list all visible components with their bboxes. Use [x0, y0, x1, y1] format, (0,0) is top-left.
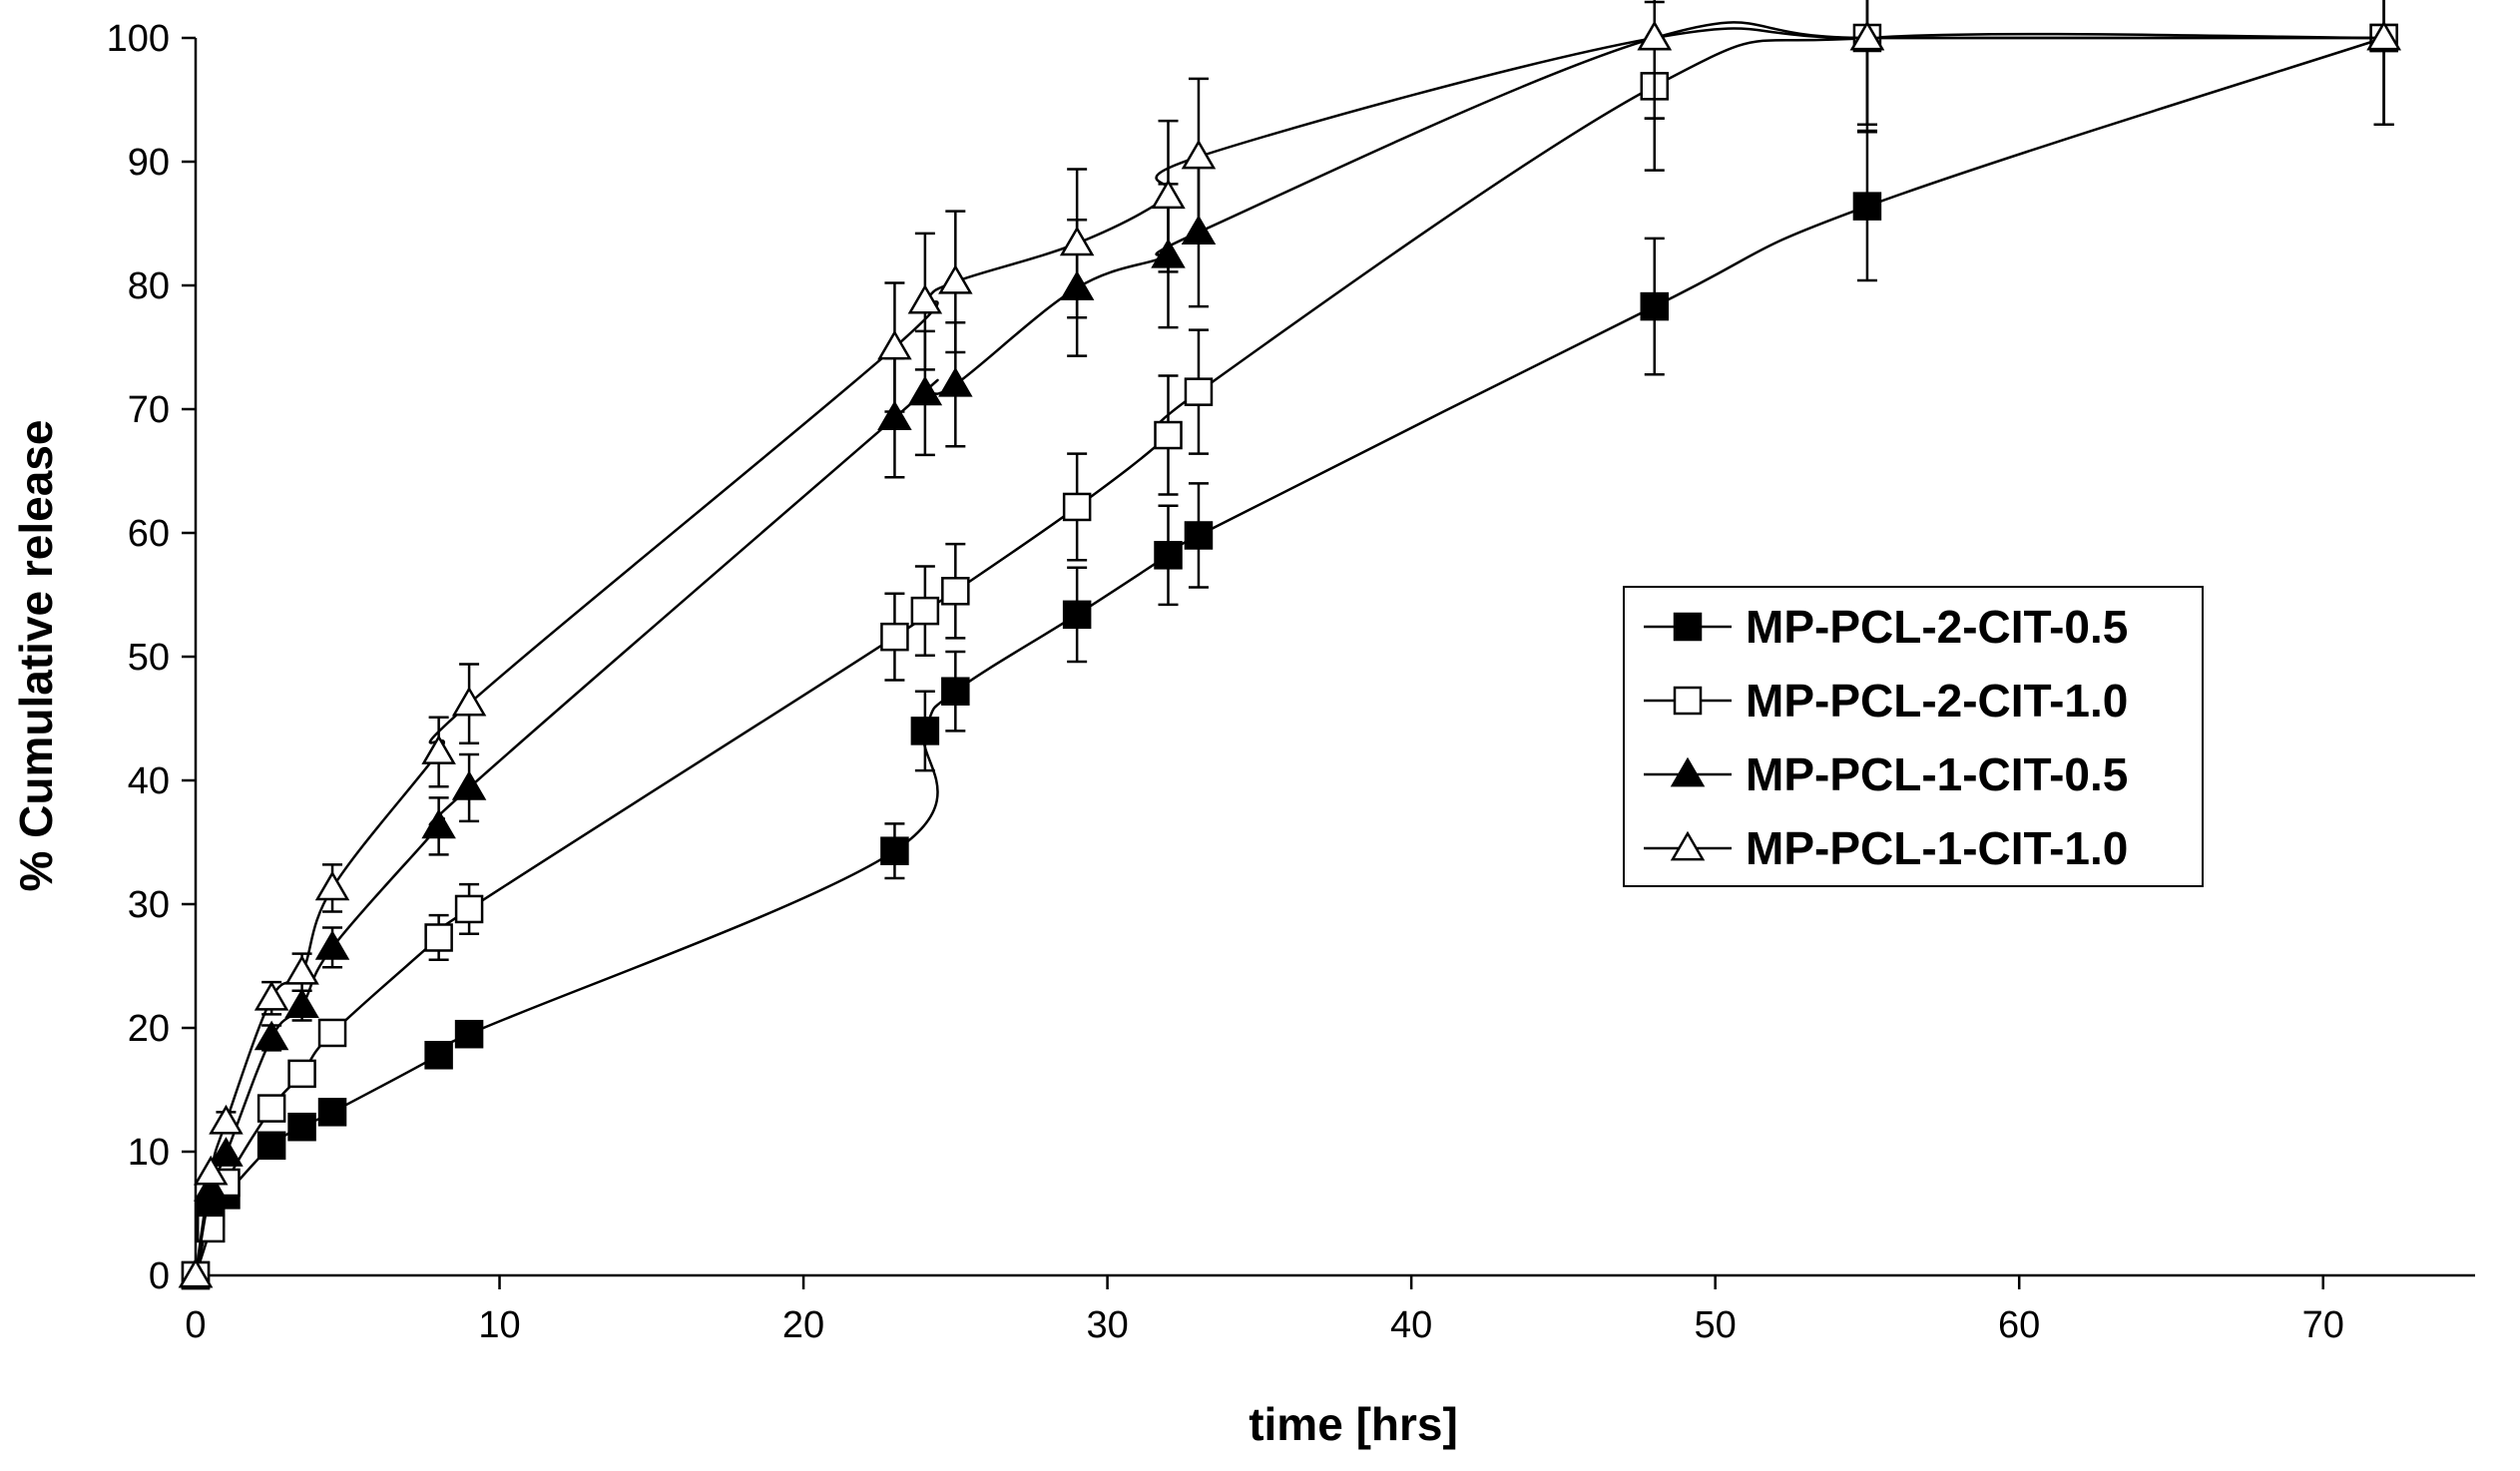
data-point: [451, 686, 487, 717]
data-point: [424, 1041, 453, 1070]
data-point: [938, 366, 973, 397]
data-point: [193, 1155, 229, 1186]
y-tick-label: 80: [128, 265, 170, 307]
legend-item: MP-PCL-2-CIT-1.0: [1644, 675, 2128, 727]
data-point: [314, 930, 350, 960]
y-tick-label: 40: [128, 760, 170, 802]
y-tick-label: 90: [128, 142, 170, 184]
y-tick-label: 20: [128, 1008, 170, 1050]
y-tick-label: 60: [128, 513, 170, 555]
legend-label: MP-PCL-2-CIT-0.5: [1746, 601, 2128, 653]
data-point: [907, 375, 943, 406]
y-tick-label: 50: [128, 637, 170, 679]
data-point: [1640, 291, 1670, 321]
x-tick-label: 10: [478, 1304, 520, 1346]
data-point: [253, 1020, 289, 1051]
legend-item: MP-PCL-1-CIT-1.0: [1644, 822, 2128, 874]
y-tick-label: 10: [128, 1132, 170, 1174]
y-axis-title: % Cumulative release: [10, 419, 62, 891]
data-point: [317, 1018, 347, 1048]
legend-label: MP-PCL-1-CIT-0.5: [1746, 748, 2128, 800]
data-point: [284, 988, 319, 1019]
data-point: [454, 894, 484, 924]
data-point: [287, 1059, 316, 1089]
data-point: [1849, 20, 1885, 51]
y-tick-label: 30: [128, 884, 170, 926]
legend: MP-PCL-2-CIT-0.5 MP-PCL-2-CIT-1.0 MP-PCL-1…: [1623, 586, 2204, 887]
data-point: [193, 1171, 229, 1202]
x-tick-label: 20: [782, 1304, 824, 1346]
y-tick-label: 70: [128, 389, 170, 431]
legend-box: [1623, 586, 2204, 887]
y-tick-label: 0: [149, 1255, 170, 1297]
data-point: [253, 980, 289, 1011]
legend-marker: [1673, 686, 1703, 716]
data-point: [1637, 20, 1673, 51]
data-point: [1852, 192, 1882, 221]
data-point: [1062, 492, 1092, 522]
y-tick-label: 100: [107, 18, 170, 60]
data-point: [910, 596, 940, 626]
data-point: [1154, 420, 1183, 450]
axes: 0 10 20 30 40 50 60 70 80 90 100 0 10 20 30 40 50 60 70: [107, 18, 2475, 1346]
data-point: [1184, 521, 1214, 550]
data-point: [287, 1112, 316, 1142]
legend-label: MP-PCL-1-CIT-1.0: [1746, 822, 2128, 874]
legend-label: MP-PCL-2-CIT-1.0: [1746, 675, 2128, 727]
data-point: [941, 677, 970, 706]
x-tick-label: 30: [1086, 1304, 1128, 1346]
data-point: [938, 263, 973, 294]
data-point: [314, 870, 350, 901]
data-point: [424, 923, 453, 952]
data-point: [877, 329, 912, 360]
data-point: [941, 577, 970, 606]
x-tick-label: 0: [185, 1304, 206, 1346]
data-point: [451, 770, 487, 800]
data-point: [209, 1137, 244, 1167]
data-point: [880, 622, 909, 652]
data-point: [1181, 139, 1217, 170]
data-point: [421, 735, 456, 764]
x-axis-title: time [hrs]: [1249, 1398, 1458, 1450]
x-tick-label: 60: [1998, 1304, 2040, 1346]
data-point: [907, 283, 943, 314]
data-point: [1059, 226, 1095, 256]
data-point: [256, 1094, 286, 1123]
data-point: [256, 1131, 286, 1161]
data-point: [454, 1019, 484, 1049]
data-point: [178, 1257, 214, 1288]
data-point: [880, 836, 909, 865]
legend-marker: [1670, 830, 1706, 861]
data-point: [1184, 377, 1214, 406]
data-point: [2366, 20, 2401, 51]
x-tick-label: 50: [1695, 1304, 1737, 1346]
series-MP-PCL-1-CIT-1.0: [178, 0, 2401, 1288]
data-point: [877, 400, 912, 431]
data-point: [1154, 541, 1183, 570]
data-point: [284, 954, 319, 985]
data-point: [209, 1104, 244, 1135]
data-point: [421, 808, 456, 839]
legend-item: MP-PCL-1-CIT-0.5: [1644, 748, 2128, 800]
legend-marker: [1670, 756, 1706, 787]
data-point: [910, 717, 940, 745]
x-tick-label: 40: [1390, 1304, 1432, 1346]
legend-marker: [1673, 612, 1703, 642]
data-point: [1151, 179, 1186, 210]
x-tick-label: 70: [2302, 1304, 2344, 1346]
legend-item: MP-PCL-2-CIT-0.5: [1644, 601, 2128, 653]
series-layer: [178, 0, 2401, 1290]
data-point: [317, 1098, 347, 1127]
data-point: [1062, 600, 1092, 630]
